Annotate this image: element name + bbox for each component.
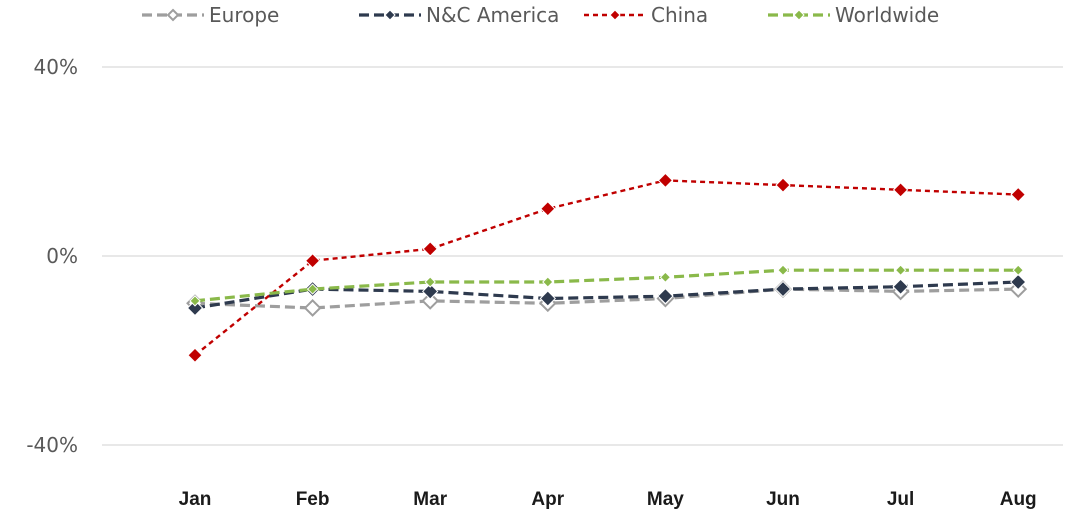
x-tick-label: Mar	[413, 489, 447, 510]
data-point-europe	[421, 291, 440, 310]
x-tick-label: May	[647, 489, 684, 510]
x-axis-category-labels: Jan Feb Mar Apr May Jun Jul Aug	[179, 489, 1037, 510]
series-china	[187, 172, 1026, 363]
series-line-europe	[194, 287, 1019, 310]
legend-swatch-marker	[793, 9, 805, 21]
data-point-worldwide	[1012, 264, 1024, 276]
data-point-worldwide	[424, 276, 436, 288]
series-worldwide	[189, 264, 1024, 307]
x-tick-label: Jun	[766, 489, 800, 510]
y-tick-label: 0%	[46, 244, 78, 268]
data-point-china	[657, 172, 674, 189]
legend-item-china: China	[584, 3, 708, 27]
series-line-worldwide	[194, 268, 1019, 303]
legend-label: N&C America	[426, 3, 559, 27]
data-point-worldwide	[542, 276, 554, 288]
data-point-nandc-america	[421, 283, 439, 300]
data-point-worldwide	[777, 264, 789, 276]
y-tick-label: -40%	[26, 433, 78, 457]
x-tick-label: Jan	[179, 489, 212, 510]
data-point-china	[775, 177, 791, 193]
x-tick-label: Feb	[296, 489, 330, 510]
legend-label: Europe	[209, 3, 279, 27]
legend-label: China	[651, 3, 708, 27]
data-point-china	[187, 347, 203, 363]
legend-swatch-marker	[166, 8, 180, 22]
legend-item-nandc-america: N&C America	[359, 3, 559, 27]
legend-item-europe: Europe	[142, 3, 279, 27]
data-point-nandc-america	[1009, 273, 1027, 291]
legend-swatch-marker	[609, 9, 621, 21]
data-point-china	[304, 253, 321, 269]
data-point-nandc-america	[539, 290, 557, 307]
data-point-nandc-america	[186, 299, 204, 317]
legend: Europe N&C America China Worldwide	[142, 3, 939, 27]
data-point-worldwide	[894, 264, 907, 276]
x-tick-label: Aug	[1000, 489, 1037, 510]
data-point-china	[422, 241, 438, 257]
gridlines	[102, 66, 1063, 446]
legend-label: Worldwide	[835, 3, 939, 27]
y-axis-tick-labels: -40% 0% 40%	[26, 55, 78, 457]
data-point-nandc-america	[892, 278, 909, 295]
legend-swatch-marker	[384, 9, 396, 21]
x-tick-label: Apr	[531, 489, 564, 510]
data-point-china	[1010, 186, 1026, 203]
x-tick-label: Jul	[887, 489, 914, 510]
data-point-china	[892, 182, 909, 198]
data-point-nandc-america	[657, 287, 674, 305]
legend-item-worldwide: Worldwide	[768, 3, 939, 27]
data-point-worldwide	[659, 271, 672, 283]
series-group	[186, 172, 1028, 363]
data-point-worldwide	[306, 283, 319, 295]
series-line-china	[194, 179, 1019, 357]
data-point-europe	[303, 299, 322, 317]
y-tick-label: 40%	[34, 55, 78, 79]
data-point-china	[540, 201, 556, 217]
data-point-nandc-america	[774, 280, 792, 298]
data-point-worldwide	[189, 295, 201, 307]
